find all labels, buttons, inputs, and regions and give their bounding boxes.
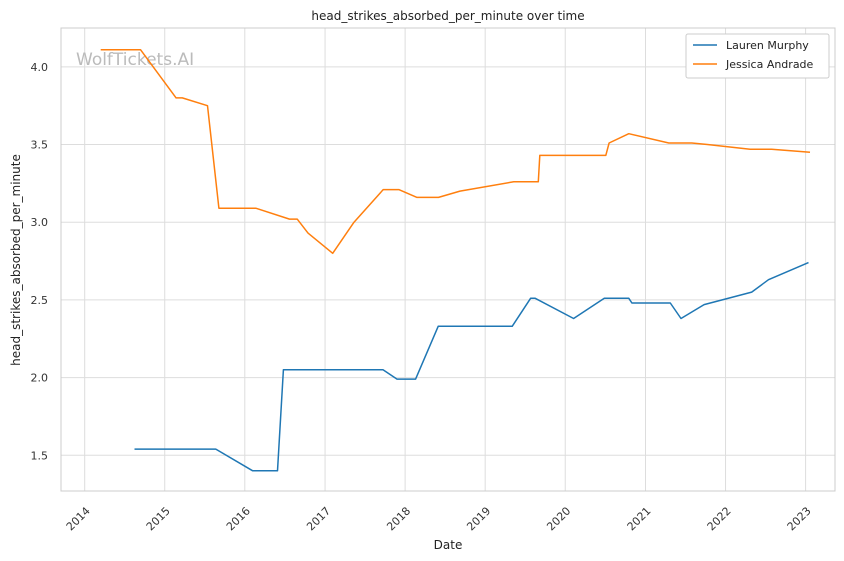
x-tick-label: 2018 [384, 504, 413, 533]
y-tick-label: 2.5 [31, 294, 49, 307]
grid [61, 28, 835, 491]
x-tick-label: 2019 [464, 504, 493, 533]
legend-box [685, 33, 830, 79]
series-line-lauren-murphy [134, 261, 809, 472]
chart-title: head_strikes_absorbed_per_minute over ti… [311, 9, 584, 23]
plot-frame [60, 27, 836, 492]
y-tick-label: 1.5 [31, 449, 49, 462]
legend-label-lauren-murphy: Lauren Murphy [726, 39, 809, 52]
y-tick-label: 3.5 [31, 139, 49, 152]
watermark: WolfTickets.AI [76, 50, 194, 70]
series-line-jessica-andrade [100, 49, 811, 255]
x-tick-label: 2022 [705, 504, 734, 533]
x-tick-label: 2023 [785, 504, 814, 533]
y-tick-label: 2.0 [31, 372, 49, 385]
x-axis-title: Date [434, 538, 463, 552]
legend: Lauren Murphy Jessica Andrade [685, 33, 830, 79]
plot-background [61, 28, 835, 491]
y-tick-label: 4.0 [31, 61, 49, 74]
legend-label-jessica-andrade: Jessica Andrade [725, 58, 814, 71]
y-axis-title: head_strikes_absorbed_per_minute [9, 154, 23, 366]
x-tick-labels: 2014 2015 2016 2017 2018 2019 2020 2021 2022 2023 [64, 504, 814, 533]
x-tick-label: 2017 [304, 504, 333, 533]
x-tick-label: 2014 [64, 504, 93, 533]
x-tick-label: 2021 [625, 504, 654, 533]
x-tick-label: 2016 [224, 504, 253, 533]
y-tick-labels: 1.5 2.0 2.5 3.0 3.5 4.0 [31, 61, 49, 462]
y-tick-label: 3.0 [31, 216, 49, 229]
series-layer [100, 49, 811, 472]
x-tick-label: 2015 [144, 504, 173, 533]
x-tick-label: 2020 [544, 504, 573, 533]
